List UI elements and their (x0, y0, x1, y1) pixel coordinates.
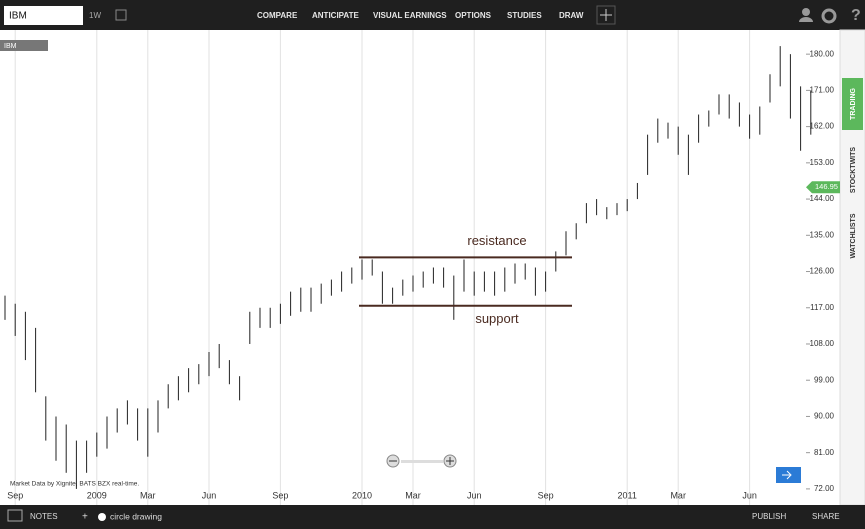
last-price-label: 146.95 (815, 182, 838, 191)
y-tick-label: 90.00 (814, 412, 835, 421)
x-tick-label: 2009 (87, 490, 107, 500)
zoom-slider[interactable] (401, 460, 443, 463)
y-tick-label: 108.00 (810, 339, 835, 348)
crosshair-button[interactable] (596, 5, 616, 25)
level-label: support (475, 311, 519, 326)
x-tick-label: Mar (405, 490, 421, 500)
y-tick-label: 81.00 (814, 448, 835, 457)
tab-label[interactable]: STOCKTWITS (850, 147, 857, 193)
x-tick-label: Mar (670, 490, 686, 500)
share-button[interactable]: SHARE (812, 512, 840, 521)
y-tick-label: 126.00 (810, 267, 835, 276)
user-icon[interactable] (802, 8, 810, 16)
help-icon[interactable]: ? (851, 7, 861, 24)
settings-icon[interactable] (821, 8, 837, 24)
symbol-text: IBM (9, 11, 27, 22)
symbol-input[interactable] (4, 6, 83, 25)
publish-button[interactable]: PUBLISH (752, 512, 786, 521)
trading-tab[interactable] (842, 78, 863, 130)
x-tick-label: 2010 (352, 490, 372, 500)
symbol-label: IBM (4, 43, 17, 50)
x-tick-label: Jun (202, 490, 217, 500)
crosshair-icon (600, 9, 612, 21)
y-tick-label: 99.00 (814, 375, 835, 384)
footer (0, 505, 865, 529)
y-tick-label: 180.00 (810, 49, 835, 58)
y-tick-label: 135.00 (810, 230, 835, 239)
add-button[interactable]: + (82, 512, 88, 523)
x-tick-label: 2011 (618, 490, 637, 500)
menu-item[interactable]: COMPARE (257, 11, 298, 20)
interval[interactable]: 1W (89, 11, 101, 20)
notes-icon (7, 509, 23, 522)
source-note: Market Data by Xignite, BATS BZX real-ti… (10, 481, 139, 488)
x-tick-label: Sep (538, 490, 554, 500)
notes-button[interactable]: NOTES (30, 512, 58, 521)
scroll-icon (782, 470, 792, 480)
menu-item[interactable]: ANTICIPATE (312, 11, 359, 20)
y-tick-label: 72.00 (814, 484, 835, 493)
y-tick-label: 153.00 (810, 158, 835, 167)
y-tick-label: 117.00 (810, 303, 834, 312)
last-price-tag (806, 181, 840, 194)
tool-label[interactable]: circle drawing (110, 511, 162, 521)
level-label: resistance (467, 233, 526, 248)
menu-item[interactable]: DRAW (559, 11, 584, 20)
menu-item[interactable]: STUDIES (507, 11, 542, 20)
tab-label[interactable]: WATCHLISTS (850, 213, 857, 258)
toolbar (0, 0, 865, 30)
calendar-icon[interactable] (115, 9, 127, 21)
symbol-tag (0, 40, 48, 51)
zoom-in-icon (446, 457, 454, 465)
x-tick-label: Sep (272, 490, 288, 500)
user-icon-body (799, 17, 813, 22)
y-tick-label: 171.00 (810, 85, 835, 94)
y-tick-label: 162.00 (810, 122, 835, 131)
x-tick-label: Sep (7, 490, 23, 500)
tool-icon (98, 513, 106, 521)
tab-label: TRADING (850, 88, 857, 120)
x-tick-label: Mar (140, 490, 156, 500)
menu-item[interactable]: VISUAL EARNINGS (373, 11, 447, 20)
x-tick-label: Jun (467, 490, 482, 500)
y-tick-label: 144.00 (810, 194, 835, 203)
x-tick-label: Jun (742, 490, 757, 500)
menu-item[interactable]: OPTIONS (455, 11, 492, 20)
